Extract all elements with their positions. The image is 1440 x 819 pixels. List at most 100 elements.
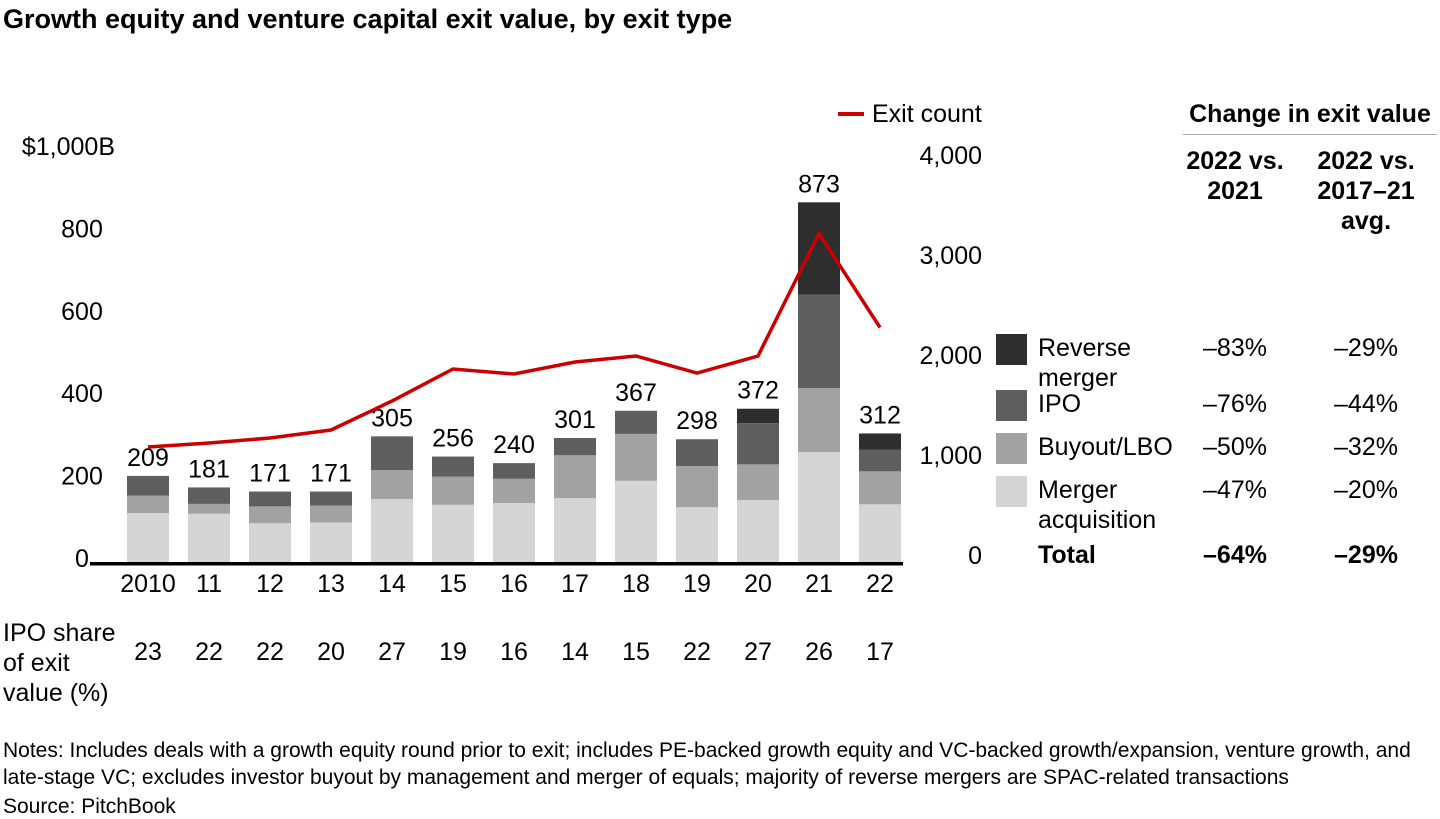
chart-canvas: Exit count 0 200 400 600 800 $1,000B 0 1,000 2,00… — [22, 100, 982, 666]
bar-segment-buyout-lbo-11 — [188, 503, 230, 514]
bar-segment-ipo-21 — [798, 294, 840, 389]
bar-segment-ipo-15 — [432, 456, 474, 477]
legend-swatch-merger-acquisition — [996, 476, 1027, 507]
bar-segment-buyout-lbo-16 — [493, 478, 535, 504]
row-label: Reverse merger — [1038, 334, 1132, 392]
ipo-share-value: 22 — [195, 638, 223, 666]
x-axis-line — [90, 562, 903, 566]
year-label: 17 — [561, 570, 589, 598]
ipo-share-value: 15 — [622, 638, 650, 666]
ipo-share-value: 22 — [683, 638, 711, 666]
bar-segment-ipo-14 — [371, 436, 413, 471]
left-axis-tick: $1,000B — [22, 133, 115, 161]
bar-segment-merger-acquisition-14 — [371, 498, 413, 562]
bar-segment-merger-acquisition-20 — [737, 500, 779, 562]
ipo-share-value: 20 — [317, 638, 345, 666]
bar-segment-buyout-lbo-18 — [615, 433, 657, 481]
right-axis-tick: 4,000 — [919, 142, 982, 170]
bar-total-label: 298 — [676, 407, 718, 435]
bar-total-label: 372 — [737, 377, 779, 405]
row-value-2022-vs-2021: –64% — [1203, 541, 1267, 569]
ipo-share-value: 22 — [256, 638, 284, 666]
bar-segment-buyout-lbo-20 — [737, 464, 779, 501]
right-axis-tick: 2,000 — [919, 342, 982, 370]
row-label: Merger acquisition — [1038, 476, 1157, 534]
bar-total-label: 256 — [432, 425, 474, 453]
left-axis-tick: 400 — [61, 380, 103, 408]
bar-segment-merger-acquisition-18 — [615, 480, 657, 562]
ipo-share-value: 17 — [866, 638, 894, 666]
legend-swatch-reverse-merger — [996, 334, 1027, 365]
bar-segment-ipo-22 — [859, 449, 901, 472]
ipo-share-value: 14 — [561, 638, 589, 666]
left-axis-tick: 800 — [61, 215, 103, 243]
bar-segment-ipo-2010 — [127, 475, 169, 496]
bar-segment-merger-acquisition-21 — [798, 451, 840, 562]
chart-notes: Notes: Includes deals with a growth equi… — [3, 739, 1411, 789]
bar-total-label: 240 — [493, 431, 535, 459]
year-label: 13 — [317, 570, 345, 598]
row-value-2022-vs-2021: –83% — [1203, 334, 1267, 362]
bar-segment-merger-acquisition-19 — [676, 507, 718, 562]
year-label: 16 — [500, 570, 528, 598]
bar-total-label: 301 — [554, 406, 596, 434]
row-value-2022-vs-2021: –47% — [1203, 476, 1267, 504]
row-value-2022-vs-2021: –50% — [1203, 433, 1267, 461]
bar-segment-ipo-13 — [310, 491, 352, 506]
bar-segment-merger-acquisition-11 — [188, 513, 230, 562]
year-label: 15 — [439, 570, 467, 598]
bar-segment-merger-acquisition-2010 — [127, 512, 169, 562]
row-value-2022-vs-avg: –32% — [1334, 433, 1398, 461]
row-value-2022-vs-avg: –44% — [1334, 390, 1398, 418]
bar-total-label: 873 — [798, 170, 840, 198]
exit-count-line — [147, 229, 882, 449]
bar-segment-buyout-lbo-2010 — [127, 495, 169, 513]
bar-segment-ipo-11 — [188, 487, 230, 504]
bar-segment-buyout-lbo-12 — [249, 506, 291, 524]
bar-segment-reverse-merger-20 — [737, 408, 779, 424]
ipo-share-value: 27 — [744, 638, 772, 666]
row-label: Total — [1038, 541, 1096, 569]
bar-segment-buyout-lbo-13 — [310, 505, 352, 523]
year-label: 18 — [622, 570, 650, 598]
bar-segment-ipo-16 — [493, 463, 535, 479]
bar-segment-ipo-20 — [737, 423, 779, 465]
bar-segment-merger-acquisition-15 — [432, 504, 474, 562]
bar-segment-merger-acquisition-22 — [859, 504, 901, 562]
left-axis-tick: 600 — [61, 298, 103, 326]
bar-segment-reverse-merger-22 — [859, 433, 901, 450]
year-label: 22 — [866, 570, 894, 598]
right-axis-tick: 0 — [968, 542, 982, 570]
bar-total-label: 312 — [859, 401, 901, 429]
row-value-2022-vs-avg: –29% — [1334, 334, 1398, 362]
bar-segment-merger-acquisition-16 — [493, 503, 535, 562]
year-label: 21 — [805, 570, 833, 598]
change-table-divider — [1183, 134, 1437, 135]
bar-total-label: 171 — [310, 460, 352, 488]
year-label: 20 — [744, 570, 772, 598]
change-table-title: Change in exit value — [1189, 100, 1431, 128]
row-label: IPO — [1038, 390, 1082, 418]
bar-segment-merger-acquisition-13 — [310, 522, 352, 562]
chart-source: Source: PitchBook — [3, 795, 176, 818]
bar-segment-buyout-lbo-22 — [859, 471, 901, 505]
right-axis-tick: 3,000 — [919, 242, 982, 270]
bar-total-label: 171 — [249, 460, 291, 488]
left-axis-tick: 0 — [75, 545, 89, 573]
bar-segment-reverse-merger-21 — [798, 202, 840, 295]
page-title: Growth equity and venture capital exit v… — [3, 4, 733, 34]
bar-total-label: 181 — [188, 455, 230, 483]
bar-segment-ipo-17 — [554, 437, 596, 456]
legend-swatch-buyout-lbo — [996, 433, 1027, 464]
year-label: 14 — [378, 570, 406, 598]
bar-total-label: 367 — [615, 379, 657, 407]
ipo-share-value: 27 — [378, 638, 406, 666]
right-axis-tick: 1,000 — [919, 442, 982, 470]
ipo-share-value: 16 — [500, 638, 528, 666]
row-value-2022-vs-avg: –29% — [1334, 541, 1398, 569]
left-axis-tick: 200 — [61, 463, 103, 491]
bar-segment-buyout-lbo-14 — [371, 470, 413, 499]
ipo-share-value: 19 — [439, 638, 467, 666]
ipo-share-row-label: IPO share of exit value (%) — [3, 619, 116, 707]
year-label: 19 — [683, 570, 711, 598]
